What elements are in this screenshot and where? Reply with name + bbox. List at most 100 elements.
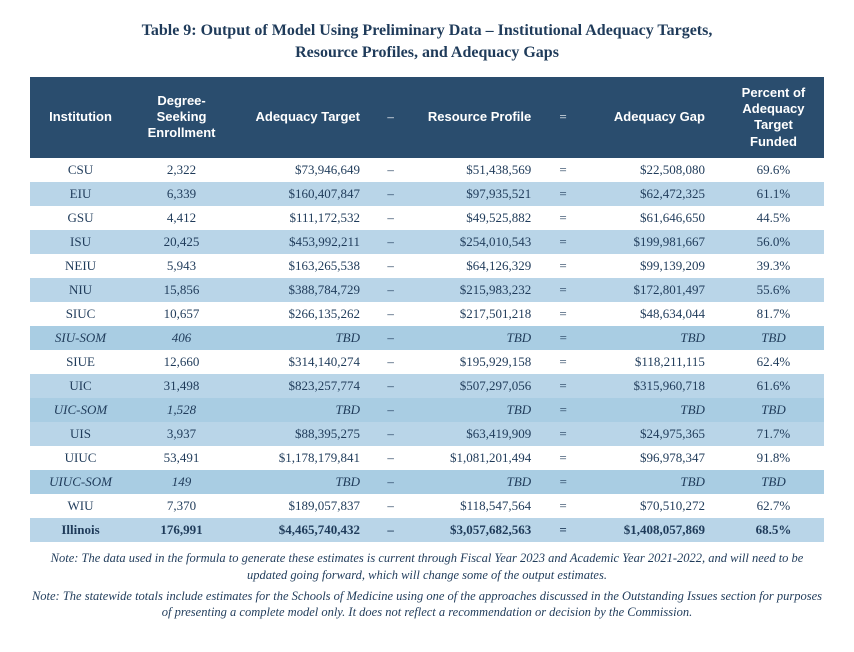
cell-minus: – (378, 326, 403, 350)
cell-target: TBD (232, 326, 378, 350)
cell-target: $111,172,532 (232, 206, 378, 230)
header-institution: Institution (30, 77, 131, 158)
cell-profile: $49,525,882 (403, 206, 549, 230)
cell-minus: – (378, 446, 403, 470)
cell-institution: NEIU (30, 254, 131, 278)
table-row: UIS3,937$88,395,275–$63,419,909=$24,975,… (30, 422, 824, 446)
cell-profile: $51,438,569 (403, 158, 549, 182)
cell-enrollment: 176,991 (131, 518, 232, 542)
cell-institution: SIUC (30, 302, 131, 326)
cell-gap: $1,408,057,869 (577, 518, 723, 542)
adequacy-table: Institution Degree-Seeking Enrollment Ad… (30, 77, 824, 542)
cell-gap: $70,510,272 (577, 494, 723, 518)
cell-institution: GSU (30, 206, 131, 230)
cell-equals: = (549, 350, 577, 374)
cell-enrollment: 4,412 (131, 206, 232, 230)
table-title: Table 9: Output of Model Using Prelimina… (30, 20, 824, 65)
header-row: Institution Degree-Seeking Enrollment Ad… (30, 77, 824, 158)
table-row: SIU-SOM406TBD–TBD=TBDTBD (30, 326, 824, 350)
cell-minus: – (378, 470, 403, 494)
cell-equals: = (549, 278, 577, 302)
cell-minus: – (378, 494, 403, 518)
cell-gap: $199,981,667 (577, 230, 723, 254)
cell-enrollment: 12,660 (131, 350, 232, 374)
cell-equals: = (549, 446, 577, 470)
cell-profile: $217,501,218 (403, 302, 549, 326)
cell-profile: $64,126,329 (403, 254, 549, 278)
cell-enrollment: 7,370 (131, 494, 232, 518)
note-1: Note: The data used in the formula to ge… (30, 550, 824, 584)
cell-pct: 68.5% (723, 518, 824, 542)
cell-equals: = (549, 230, 577, 254)
cell-gap: $61,646,650 (577, 206, 723, 230)
cell-gap: TBD (577, 470, 723, 494)
table-row: CSU2,322$73,946,649–$51,438,569=$22,508,… (30, 158, 824, 182)
table-row: GSU4,412$111,172,532–$49,525,882=$61,646… (30, 206, 824, 230)
cell-gap: $24,975,365 (577, 422, 723, 446)
cell-equals: = (549, 422, 577, 446)
cell-institution: EIU (30, 182, 131, 206)
notes: Note: The data used in the formula to ge… (30, 550, 824, 622)
cell-gap: $62,472,325 (577, 182, 723, 206)
cell-pct: 62.4% (723, 350, 824, 374)
cell-pct: 55.6% (723, 278, 824, 302)
cell-enrollment: 2,322 (131, 158, 232, 182)
cell-minus: – (378, 398, 403, 422)
cell-profile: $63,419,909 (403, 422, 549, 446)
cell-minus: – (378, 518, 403, 542)
table-row: WIU7,370$189,057,837–$118,547,564=$70,51… (30, 494, 824, 518)
header-gap: Adequacy Gap (577, 77, 723, 158)
header-profile: Resource Profile (403, 77, 549, 158)
cell-equals: = (549, 182, 577, 206)
cell-equals: = (549, 398, 577, 422)
cell-profile: $1,081,201,494 (403, 446, 549, 470)
cell-enrollment: 3,937 (131, 422, 232, 446)
table-row: UIUC-SOM149TBD–TBD=TBDTBD (30, 470, 824, 494)
header-minus: – (378, 77, 403, 158)
cell-institution: Illinois (30, 518, 131, 542)
cell-equals: = (549, 158, 577, 182)
cell-pct: 81.7% (723, 302, 824, 326)
title-line-1: Table 9: Output of Model Using Prelimina… (142, 22, 713, 39)
cell-minus: – (378, 350, 403, 374)
title-line-2: Resource Profiles, and Adequacy Gaps (295, 44, 559, 61)
cell-enrollment: 31,498 (131, 374, 232, 398)
cell-equals: = (549, 494, 577, 518)
table-row: UIC31,498$823,257,774–$507,297,056=$315,… (30, 374, 824, 398)
cell-minus: – (378, 230, 403, 254)
header-pct: Percent of Adequacy Target Funded (723, 77, 824, 158)
cell-enrollment: 1,528 (131, 398, 232, 422)
cell-institution: WIU (30, 494, 131, 518)
cell-target: $4,465,740,432 (232, 518, 378, 542)
cell-profile: $507,297,056 (403, 374, 549, 398)
cell-target: $163,265,538 (232, 254, 378, 278)
cell-minus: – (378, 158, 403, 182)
cell-equals: = (549, 470, 577, 494)
cell-equals: = (549, 374, 577, 398)
table-row: Illinois176,991$4,465,740,432–$3,057,682… (30, 518, 824, 542)
cell-target: $388,784,729 (232, 278, 378, 302)
cell-minus: – (378, 422, 403, 446)
cell-institution: NIU (30, 278, 131, 302)
cell-gap: $172,801,497 (577, 278, 723, 302)
cell-target: $160,407,847 (232, 182, 378, 206)
cell-target: $189,057,837 (232, 494, 378, 518)
cell-enrollment: 20,425 (131, 230, 232, 254)
cell-target: TBD (232, 470, 378, 494)
header-equals: = (549, 77, 577, 158)
cell-pct: 44.5% (723, 206, 824, 230)
cell-gap: $99,139,209 (577, 254, 723, 278)
cell-profile: $118,547,564 (403, 494, 549, 518)
cell-enrollment: 5,943 (131, 254, 232, 278)
cell-pct: 56.0% (723, 230, 824, 254)
cell-target: $1,178,179,841 (232, 446, 378, 470)
cell-profile: $254,010,543 (403, 230, 549, 254)
header-target: Adequacy Target (232, 77, 378, 158)
cell-institution: SIUE (30, 350, 131, 374)
table-row: NEIU5,943$163,265,538–$64,126,329=$99,13… (30, 254, 824, 278)
table-row: NIU15,856$388,784,729–$215,983,232=$172,… (30, 278, 824, 302)
cell-pct: TBD (723, 470, 824, 494)
cell-gap: $118,211,115 (577, 350, 723, 374)
cell-minus: – (378, 278, 403, 302)
header-enrollment: Degree-Seeking Enrollment (131, 77, 232, 158)
